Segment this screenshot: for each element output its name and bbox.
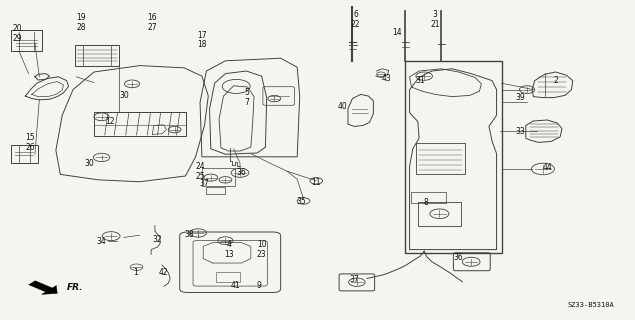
Text: 33: 33 [516, 127, 526, 136]
Text: 9: 9 [257, 281, 262, 290]
Text: 44: 44 [542, 164, 552, 172]
Text: 6
22: 6 22 [351, 11, 360, 29]
Text: 4
13: 4 13 [224, 240, 234, 259]
Text: 30: 30 [84, 159, 94, 168]
Bar [94, 112, 186, 136]
Text: 35: 35 [297, 197, 307, 206]
Text: 38: 38 [184, 230, 194, 239]
Text: 43: 43 [381, 74, 391, 83]
Bar [202, 168, 235, 186]
Text: 40: 40 [338, 102, 348, 111]
Text: 36: 36 [236, 168, 246, 177]
Text: 8: 8 [423, 198, 428, 207]
Text: 24
25: 24 25 [195, 162, 205, 180]
Text: 32: 32 [152, 235, 163, 244]
Text: 20
29: 20 29 [13, 24, 23, 43]
Bar [411, 192, 446, 203]
Text: 10
23: 10 23 [257, 240, 267, 259]
Text: 31: 31 [415, 76, 425, 85]
Text: 17
18: 17 18 [197, 31, 207, 49]
Text: 34: 34 [97, 237, 107, 246]
Text: 42: 42 [159, 268, 169, 277]
Bar [416, 143, 465, 174]
Bar [75, 45, 119, 66]
Text: 3
21: 3 21 [431, 11, 439, 29]
Text: 37: 37 [199, 180, 210, 188]
Bar [418, 202, 461, 226]
Text: 30: 30 [119, 92, 129, 100]
Text: 15
26: 15 26 [25, 133, 36, 152]
Text: 11: 11 [312, 178, 321, 187]
Bar [216, 272, 240, 282]
Text: 39: 39 [516, 93, 526, 102]
Text: 14: 14 [392, 28, 402, 37]
Text: 19
28: 19 28 [76, 13, 86, 32]
Text: 5
7: 5 7 [244, 88, 249, 107]
Text: 12: 12 [105, 117, 114, 126]
Polygon shape [29, 281, 57, 294]
Text: 16
27: 16 27 [147, 13, 157, 32]
Text: 2: 2 [553, 76, 558, 85]
Text: 36: 36 [453, 253, 464, 262]
Bar [206, 187, 225, 194]
Text: FR.: FR. [67, 284, 84, 292]
Text: 1: 1 [133, 268, 138, 277]
Text: 37: 37 [349, 275, 359, 284]
Bar [405, 61, 502, 253]
Text: 41: 41 [230, 281, 240, 290]
Text: SZ33-B5310A: SZ33-B5310A [568, 302, 615, 308]
